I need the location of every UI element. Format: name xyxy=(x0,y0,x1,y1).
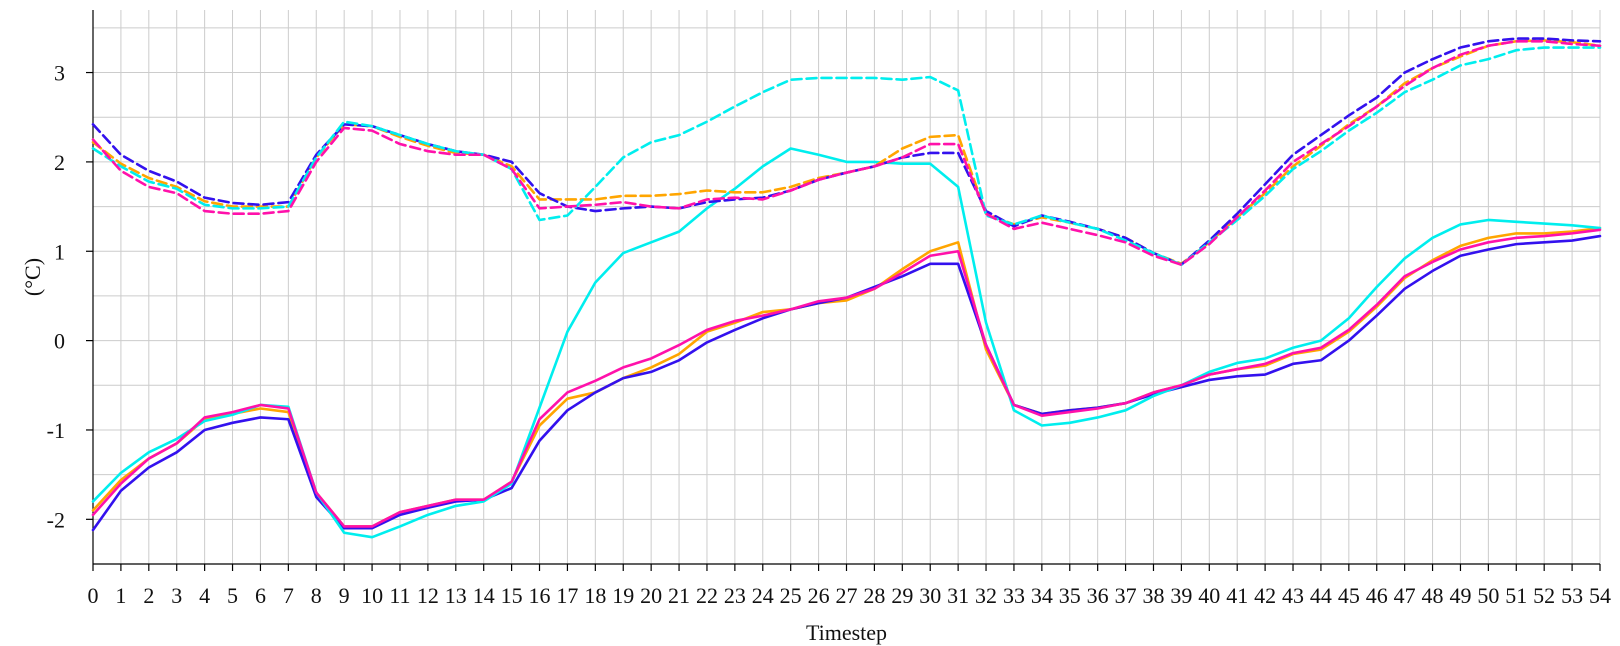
x-tick-label: 3 xyxy=(171,583,182,608)
x-tick-label: 15 xyxy=(501,583,523,608)
x-tick-label: 37 xyxy=(1115,583,1137,608)
x-tick-label: 30 xyxy=(919,583,941,608)
x-tick-label: 0 xyxy=(88,583,99,608)
x-tick-label: 42 xyxy=(1254,583,1276,608)
x-tick-label: 47 xyxy=(1394,583,1416,608)
x-tick-label: 49 xyxy=(1449,583,1471,608)
x-tick-label: 4 xyxy=(199,583,210,608)
x-tick-label: 5 xyxy=(227,583,238,608)
x-tick-label: 31 xyxy=(947,583,969,608)
x-tick-label: 10 xyxy=(361,583,383,608)
x-tick-label: 50 xyxy=(1477,583,1499,608)
x-tick-label: 45 xyxy=(1338,583,1360,608)
x-tick-label: 27 xyxy=(836,583,858,608)
x-tick-label: 6 xyxy=(255,583,266,608)
y-tick-label: 1 xyxy=(54,239,65,264)
x-tick-label: 25 xyxy=(780,583,802,608)
x-tick-label: 29 xyxy=(891,583,913,608)
x-tick-label: 44 xyxy=(1310,583,1332,608)
x-tick-label: 48 xyxy=(1422,583,1444,608)
x-tick-label: 18 xyxy=(584,583,606,608)
x-tick-label: 20 xyxy=(640,583,662,608)
y-tick-label: 2 xyxy=(54,150,65,175)
x-tick-label: 46 xyxy=(1366,583,1388,608)
series-line-7 xyxy=(91,46,1602,266)
grid xyxy=(92,10,1601,565)
x-tick-label: 53 xyxy=(1561,583,1583,608)
x-tick-label: 54 xyxy=(1589,583,1611,608)
x-tick-label: 14 xyxy=(473,583,495,608)
x-tick-label: 28 xyxy=(863,583,885,608)
x-tick-label: 16 xyxy=(529,583,551,608)
x-tick-label: 13 xyxy=(445,583,467,608)
x-tick-label: 35 xyxy=(1059,583,1081,608)
x-axis-title: Timestep xyxy=(806,620,887,645)
x-tick-label: 7 xyxy=(283,583,294,608)
x-tick-label: 1 xyxy=(115,583,126,608)
y-tick-label: -1 xyxy=(47,418,65,443)
y-tick-label: -2 xyxy=(47,507,65,532)
series-line-4 xyxy=(91,228,1602,528)
x-tick-label: 21 xyxy=(668,583,690,608)
x-tick-label: 8 xyxy=(311,583,322,608)
x-tick-label: 51 xyxy=(1505,583,1527,608)
x-tick-label: 17 xyxy=(556,583,578,608)
series-line-8 xyxy=(91,39,1602,266)
x-tick-label: 34 xyxy=(1031,583,1053,608)
y-tick-label: 3 xyxy=(54,61,65,86)
x-tick-label: 11 xyxy=(389,583,410,608)
series-line-3 xyxy=(91,147,1602,539)
x-tick-label: 12 xyxy=(417,583,439,608)
x-tick-label: 41 xyxy=(1226,583,1248,608)
x-tick-label: 32 xyxy=(975,583,997,608)
series-lines xyxy=(91,37,1602,539)
x-tick-label: 33 xyxy=(1003,583,1025,608)
x-tick-label: 22 xyxy=(696,583,718,608)
x-tick-label: 24 xyxy=(752,583,774,608)
x-tick-label: 38 xyxy=(1142,583,1164,608)
y-axis-title: (°C) xyxy=(20,258,45,296)
x-tick-label: 2 xyxy=(143,583,154,608)
x-tick-label: 36 xyxy=(1087,583,1109,608)
x-tick-label: 39 xyxy=(1170,583,1192,608)
x-tick-label: 52 xyxy=(1533,583,1555,608)
x-tick-label: 19 xyxy=(612,583,634,608)
axes xyxy=(86,10,1601,571)
x-tick-label: 9 xyxy=(339,583,350,608)
x-tick-label: 23 xyxy=(724,583,746,608)
y-tick-label: 0 xyxy=(54,329,65,354)
x-tick-label: 43 xyxy=(1282,583,1304,608)
x-tick-label: 26 xyxy=(808,583,830,608)
x-tick-label: 40 xyxy=(1198,583,1220,608)
